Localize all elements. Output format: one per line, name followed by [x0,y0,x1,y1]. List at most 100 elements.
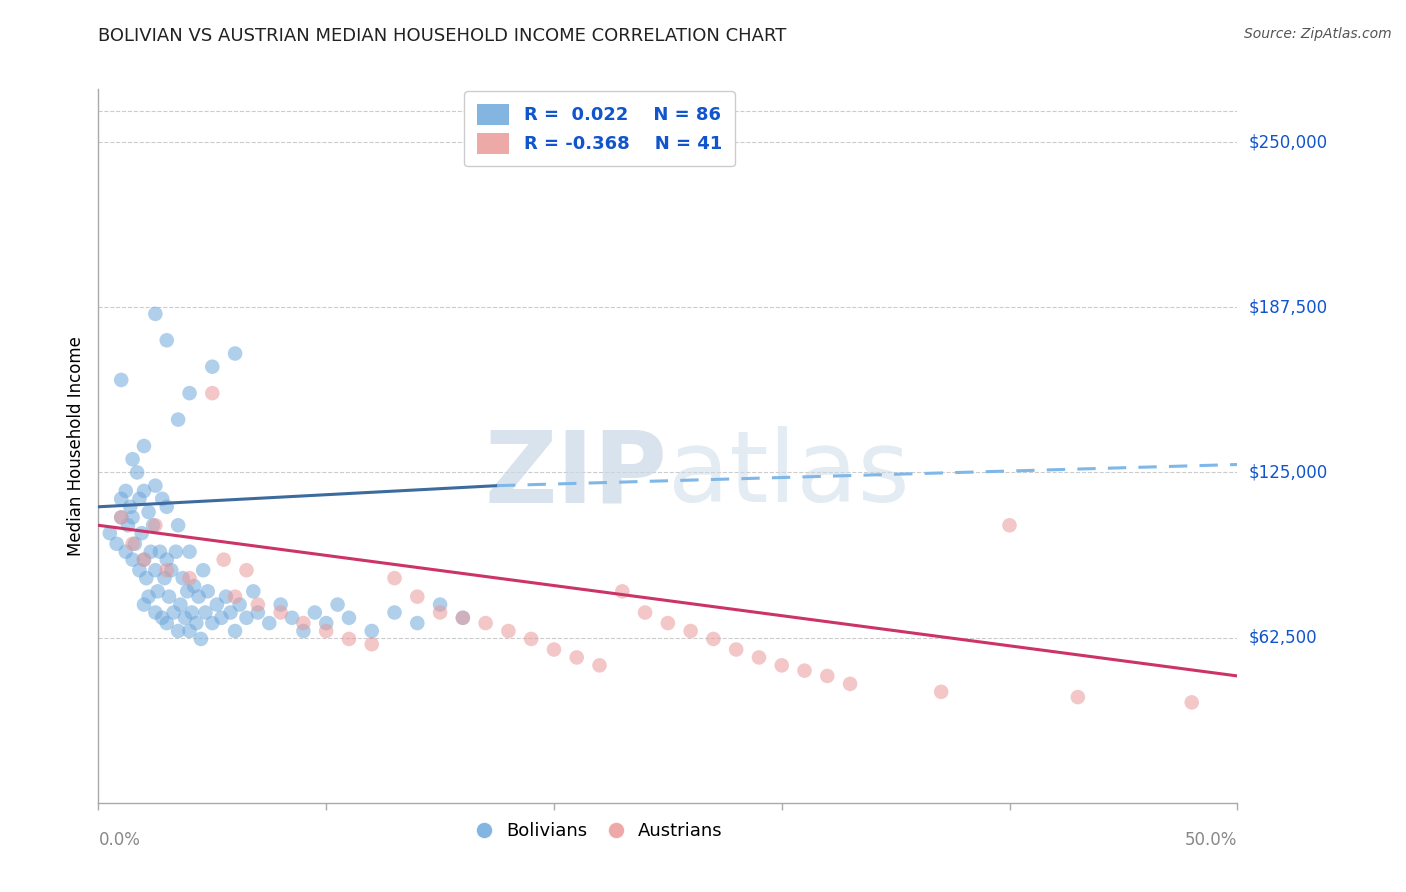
Point [110,373,132,387]
Point [179,386,201,401]
Point [165,545,187,559]
Point [246,606,269,620]
Point [145,563,167,577]
Point [612,584,634,599]
Point [156,333,179,347]
Point [224,624,246,638]
Point [132,439,155,453]
Point [634,606,657,620]
Point [219,606,242,620]
Point [429,606,451,620]
Point [337,611,360,625]
Point [162,606,184,620]
Point [270,606,292,620]
Point [657,616,679,631]
Point [114,483,136,498]
Point [110,491,132,506]
Point [98,526,121,541]
Point [121,552,143,566]
Point [117,518,139,533]
Point [235,611,257,625]
Point [384,606,406,620]
Point [128,491,150,506]
Point [127,466,149,480]
Point [1181,695,1204,709]
Point [160,563,183,577]
Point [384,571,406,585]
Point [156,500,179,514]
Point [179,571,201,585]
Point [174,611,197,625]
Point [259,616,281,631]
Point [187,590,209,604]
Point [142,518,165,533]
Point [167,624,190,638]
Point [246,598,269,612]
Point [748,650,770,665]
Point [281,611,304,625]
Point [145,606,167,620]
Point [138,590,160,604]
Point [588,658,610,673]
Point [543,642,565,657]
Point [180,606,202,620]
Point [315,624,337,638]
Point [815,669,838,683]
Point [183,579,205,593]
Text: $62,500: $62,500 [1249,629,1317,647]
Point [169,598,191,612]
Point [201,386,224,401]
Point [725,642,748,657]
Point [156,552,179,566]
Point [138,505,160,519]
Point [172,571,194,585]
Point [360,624,382,638]
Point [474,616,496,631]
Point [360,637,382,651]
Point [186,616,208,631]
Point [121,537,143,551]
Point [270,598,292,612]
Point [121,510,143,524]
Point [110,510,132,524]
Point [770,658,793,673]
Point [132,552,155,566]
Point [212,552,235,566]
Text: $187,500: $187,500 [1249,298,1327,317]
Point [205,598,228,612]
Text: $250,000: $250,000 [1249,133,1327,151]
Point [131,526,153,541]
Point [150,491,173,506]
Point [145,478,167,492]
Point [565,650,588,665]
Point [406,616,429,631]
Y-axis label: Median Household Income: Median Household Income [66,336,84,556]
Text: $125,000: $125,000 [1249,464,1327,482]
Point [193,563,215,577]
Point [326,598,349,612]
Point [209,611,232,625]
Point [179,545,201,559]
Point [156,616,179,631]
Point [176,584,198,599]
Point [105,537,128,551]
Point [157,590,180,604]
Point [124,537,146,551]
Point [793,664,815,678]
Point [150,611,173,625]
Point [998,518,1021,533]
Point [132,598,155,612]
Point [145,518,167,533]
Point [839,677,862,691]
Text: 50.0%: 50.0% [1185,830,1237,848]
Point [114,545,136,559]
Point [242,584,264,599]
Point [337,632,360,646]
Point [110,510,132,524]
Point [201,616,224,631]
Point [224,346,246,360]
Point [451,611,474,625]
Point [156,563,179,577]
Point [132,552,155,566]
Point [679,624,702,638]
